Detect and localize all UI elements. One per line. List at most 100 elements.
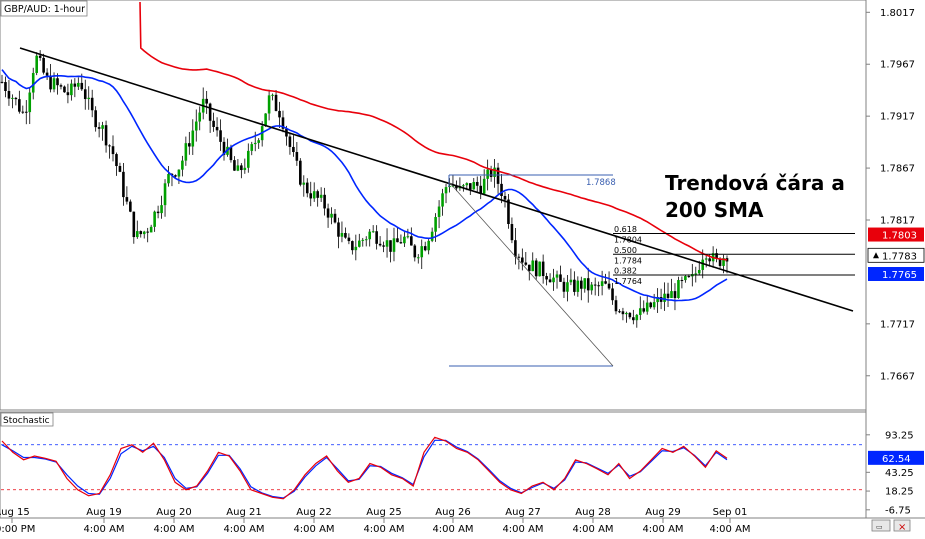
svg-text:Aug 29: Aug 29 xyxy=(645,507,680,518)
candle xyxy=(45,68,49,80)
candle xyxy=(299,158,302,187)
price-tick: 1.7867 xyxy=(866,164,915,175)
candle xyxy=(357,233,361,248)
candle xyxy=(49,64,52,93)
candle xyxy=(340,221,344,243)
candle xyxy=(115,152,118,176)
candle xyxy=(586,267,590,303)
candle xyxy=(514,227,517,265)
candle xyxy=(135,220,139,239)
svg-text:1.7717: 1.7717 xyxy=(880,319,915,330)
candle xyxy=(233,156,236,171)
candle xyxy=(215,117,219,137)
candle xyxy=(413,243,417,262)
candle xyxy=(305,178,309,198)
candle xyxy=(253,131,257,152)
candle xyxy=(184,136,188,166)
candle xyxy=(316,189,319,207)
candle xyxy=(503,191,507,208)
candle xyxy=(21,105,25,114)
candle xyxy=(684,274,687,283)
candle xyxy=(295,142,299,166)
svg-text:1.7765: 1.7765 xyxy=(882,270,917,281)
candle xyxy=(257,138,260,149)
candle xyxy=(153,210,156,232)
stochastic-tick: 93.25 xyxy=(866,430,914,441)
candle xyxy=(524,252,528,266)
candle xyxy=(312,182,316,202)
candle xyxy=(500,173,503,204)
candle xyxy=(607,271,611,290)
candle xyxy=(416,254,420,264)
candle xyxy=(590,281,594,295)
fib-high-label: 1.7868 xyxy=(586,178,616,188)
price-tick: 1.8017 xyxy=(866,8,915,19)
candle xyxy=(389,240,392,263)
stochastic-tick: 43.25 xyxy=(866,468,914,479)
candle xyxy=(597,281,600,297)
sma-100-line xyxy=(1,69,728,302)
candle xyxy=(496,162,500,194)
candle xyxy=(246,143,250,173)
svg-text:Aug 25: Aug 25 xyxy=(366,507,401,518)
svg-text:1.7667: 1.7667 xyxy=(880,371,915,382)
candle xyxy=(108,144,111,159)
svg-text:4:00 AM: 4:00 AM xyxy=(223,524,264,535)
svg-text:1.8017: 1.8017 xyxy=(880,8,915,19)
candle xyxy=(87,86,91,110)
stochastic-tick: -6.75 xyxy=(866,505,911,516)
candle xyxy=(243,158,247,174)
candle xyxy=(28,86,32,125)
candle xyxy=(625,311,628,323)
candle xyxy=(319,187,323,202)
candle xyxy=(580,276,583,301)
time-tick: Aug 20 4:00 AM xyxy=(153,507,194,535)
candle xyxy=(715,248,718,263)
candle xyxy=(132,211,136,244)
candle xyxy=(541,254,545,284)
candle xyxy=(566,274,569,302)
candle xyxy=(725,255,729,274)
candle xyxy=(156,205,160,219)
trend-line[interactable] xyxy=(19,47,854,312)
candle xyxy=(548,273,552,283)
candle xyxy=(392,227,396,262)
candle xyxy=(472,178,476,190)
candle xyxy=(118,162,122,173)
candle xyxy=(24,100,28,125)
stochastic-tick: 18.25 xyxy=(866,487,914,498)
candle xyxy=(361,237,365,247)
candle xyxy=(326,203,330,228)
candle xyxy=(441,188,444,216)
candle xyxy=(531,252,535,272)
candle xyxy=(181,155,184,177)
candle xyxy=(194,109,198,142)
svg-text:1.7783: 1.7783 xyxy=(882,251,917,262)
price-tick: 1.7817 xyxy=(866,216,915,227)
price-badge: 1.7803 xyxy=(868,227,924,242)
time-tick: Sep 01 4:00 AM xyxy=(709,507,750,535)
candle xyxy=(423,241,427,252)
time-axis: Aug 15 10:00 PM Aug 19 4:00 AM Aug 20 4:00 AM… xyxy=(0,507,751,535)
candle xyxy=(614,295,618,315)
candle xyxy=(621,307,625,321)
candle xyxy=(583,278,587,293)
candle xyxy=(545,272,548,286)
close-button[interactable] xyxy=(893,519,911,532)
time-tick: Aug 19 4:00 AM xyxy=(83,507,124,535)
scale-toggle-button[interactable] xyxy=(871,519,891,532)
time-tick: Aug 28 4:00 AM xyxy=(572,507,613,535)
candle xyxy=(559,265,562,283)
candle xyxy=(73,78,77,98)
svg-text:4:00 AM: 4:00 AM xyxy=(642,524,683,535)
time-tick: Aug 27 4:00 AM xyxy=(502,507,543,535)
candle xyxy=(309,181,313,207)
svg-text:-6.75: -6.75 xyxy=(885,505,911,516)
candle xyxy=(521,248,524,271)
candle xyxy=(670,278,673,299)
time-tick: Aug 22 4:00 AM xyxy=(293,507,334,535)
